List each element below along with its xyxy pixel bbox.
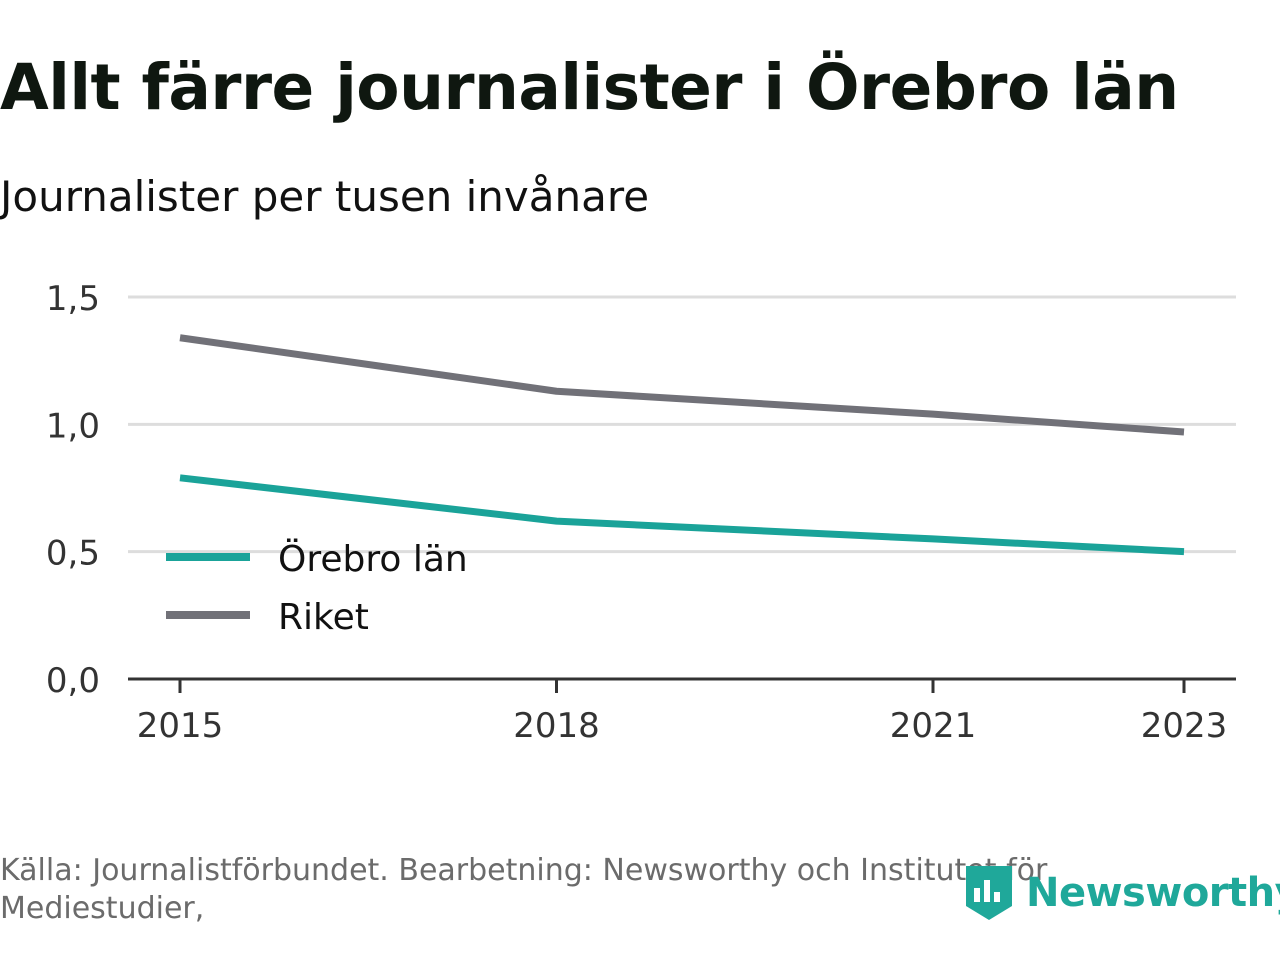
legend: Örebro län Riket: [166, 538, 468, 638]
legend-label: Örebro län: [278, 538, 468, 580]
source-note: Källa: Journalistförbundet. Bearbetning:…: [0, 853, 1048, 926]
y-tick-label: 0,0: [46, 661, 100, 701]
y-tick-label: 1,5: [46, 279, 100, 319]
brand-name: Newsworthy: [1026, 870, 1280, 916]
series-lines: [179, 334, 1185, 556]
x-tick-label: 2018: [513, 706, 600, 746]
x-axis: 2015 2018 2021 2023: [128, 677, 1236, 746]
y-axis: 0,0 0,5 1,0 1,5: [46, 279, 100, 701]
y-tick-label: 1,0: [46, 406, 100, 446]
series-line-0: [179, 474, 1185, 556]
newsworthy-logo-icon: [966, 866, 1012, 920]
chart-title: Allt färre journalister i Örebro län: [0, 51, 1179, 124]
series-line-1: [179, 334, 1185, 436]
x-tick-label: 2021: [890, 706, 977, 746]
brand-logo: Newsworthy: [962, 862, 1280, 924]
y-tick-label: 0,5: [46, 534, 100, 574]
x-tick-label: 2023: [1141, 706, 1228, 746]
chart-subtitle: Journalister per tusen invånare: [0, 172, 650, 221]
legend-label: Riket: [278, 597, 369, 638]
x-tick-label: 2015: [137, 706, 224, 746]
